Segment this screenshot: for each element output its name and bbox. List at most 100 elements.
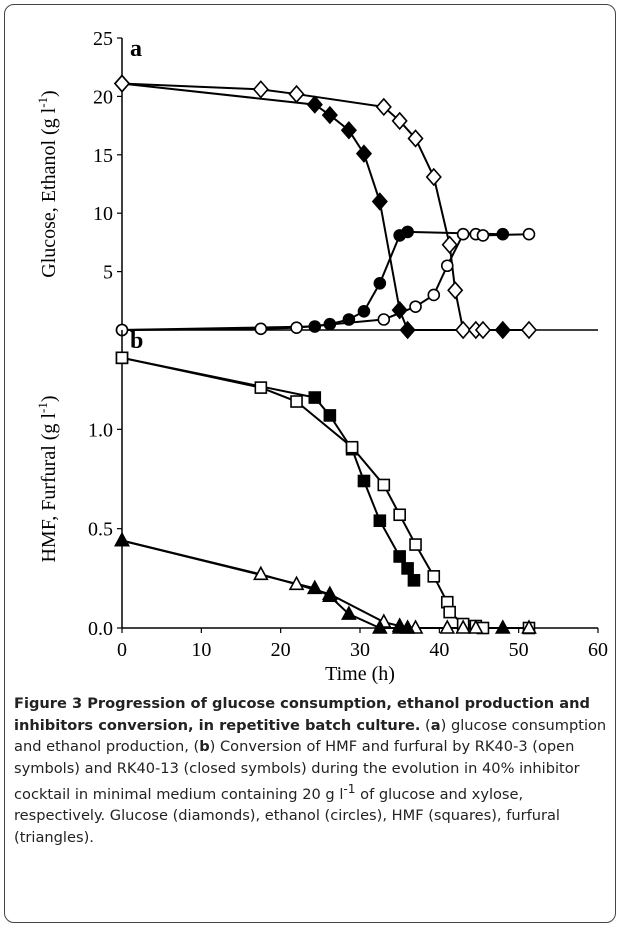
series-line: [121, 82, 529, 331]
y-axis-title-sup: -1: [35, 402, 50, 413]
series-line: [121, 539, 529, 629]
marker-triangle: [399, 619, 416, 634]
marker-square: [377, 478, 391, 492]
marker-square: [345, 440, 359, 454]
marker-diamond: [407, 129, 424, 148]
y-tick-label: 15: [93, 145, 113, 167]
marker-diamond: [306, 95, 323, 114]
marker-triangle: [306, 579, 323, 595]
x-tick-label: 0: [117, 639, 127, 661]
marker-circle: [357, 305, 371, 318]
x-axis-title: Time (h): [325, 663, 395, 685]
marker-circle: [323, 317, 337, 331]
marker-diamond: [425, 167, 442, 187]
marker-circle: [456, 227, 470, 241]
marker-circle: [409, 300, 422, 313]
marker-diamond: [252, 80, 269, 99]
marker-triangle: [322, 587, 338, 603]
y-axis-title-text: HMF, Furfural (g l: [38, 413, 60, 563]
marker-circle: [342, 313, 356, 326]
marker-diamond: [399, 320, 416, 340]
marker-square: [290, 395, 303, 408]
marker-diamond: [288, 84, 305, 104]
marker-triangle: [467, 619, 484, 634]
y-tick-label: 1.0: [88, 419, 113, 441]
marker-circle: [496, 227, 510, 241]
marker-diamond: [391, 300, 408, 320]
marker-triangle: [494, 619, 511, 634]
marker-circle: [308, 320, 322, 333]
marker-triangle: [341, 605, 357, 620]
marker-triangle: [521, 619, 537, 634]
y-tick-label: 0.0: [88, 618, 113, 640]
x-tick-label: 10: [191, 639, 211, 661]
x-tick-label: 30: [350, 639, 370, 661]
marker-square: [357, 474, 371, 488]
marker-square: [254, 381, 268, 394]
marker-circle: [427, 288, 441, 302]
x-tick-label: 60: [588, 639, 608, 661]
marker-circle: [401, 225, 414, 239]
marker-diamond: [371, 192, 388, 211]
y-tick-label: 20: [93, 86, 113, 108]
caption-title: Figure 3 Progression of glucose consumpt…: [14, 695, 590, 734]
marker-square: [393, 508, 406, 522]
caption-text: of glucose and xylose, respectively. Glu…: [14, 785, 560, 846]
x-tick-label: 40: [429, 639, 449, 661]
figure-frame: [4, 4, 616, 923]
marker-square: [373, 514, 387, 528]
marker-diamond: [355, 144, 373, 163]
marker-diamond: [474, 320, 492, 340]
series-line: [121, 82, 503, 331]
y-axis-title-end: ): [38, 395, 60, 402]
marker-circle: [377, 313, 391, 326]
y-axis-title-sup: -1: [35, 97, 50, 108]
marker-diamond: [520, 320, 538, 340]
marker-triangle: [252, 565, 269, 581]
y-axis-title: Glucose, Ethanol (g l-1): [35, 90, 60, 277]
y-axis-title-end: ): [38, 90, 60, 97]
y-tick-label: 5: [103, 262, 113, 284]
marker-diamond: [113, 74, 131, 93]
marker-diamond: [447, 281, 464, 300]
panel-label: a: [130, 36, 142, 62]
marker-diamond: [321, 105, 338, 125]
y-tick-label: 10: [93, 203, 113, 225]
marker-circle: [373, 276, 387, 290]
marker-circle: [290, 321, 303, 334]
marker-triangle: [455, 619, 471, 634]
x-tick-label: 50: [509, 639, 529, 661]
caption-text: -1: [343, 782, 356, 796]
marker-triangle: [114, 531, 130, 547]
marker-circle: [254, 322, 268, 336]
series-line: [121, 233, 530, 331]
marker-diamond: [441, 235, 458, 254]
caption-text: ) glucose consumption and ethanol produc…: [14, 716, 607, 756]
marker-square: [407, 574, 421, 587]
marker-square: [443, 605, 456, 619]
y-tick-label: 0.5: [88, 519, 113, 541]
marker-diamond: [455, 320, 472, 340]
marker-diamond: [375, 97, 392, 117]
caption-text: a: [430, 716, 441, 734]
caption-text: b: [199, 738, 210, 755]
marker-triangle: [371, 619, 388, 634]
y-axis-title-text: Glucose, Ethanol (g l: [38, 107, 60, 277]
marker-diamond: [391, 111, 408, 131]
marker-triangle: [288, 575, 305, 591]
marker-square: [401, 562, 414, 575]
caption: Figure 3 Progression of glucose consumpt…: [14, 693, 612, 848]
y-axis-title: HMF, Furfural (g l-1): [35, 395, 60, 562]
series-line: [121, 356, 529, 629]
marker-diamond: [494, 320, 511, 340]
marker-square: [115, 351, 129, 365]
marker-square: [323, 409, 337, 422]
panel-label: b: [130, 328, 143, 354]
marker-circle: [440, 259, 454, 273]
x-tick-label: 20: [271, 639, 291, 661]
caption-text: (: [425, 716, 431, 734]
marker-circle: [522, 227, 536, 241]
marker-square: [393, 550, 406, 563]
